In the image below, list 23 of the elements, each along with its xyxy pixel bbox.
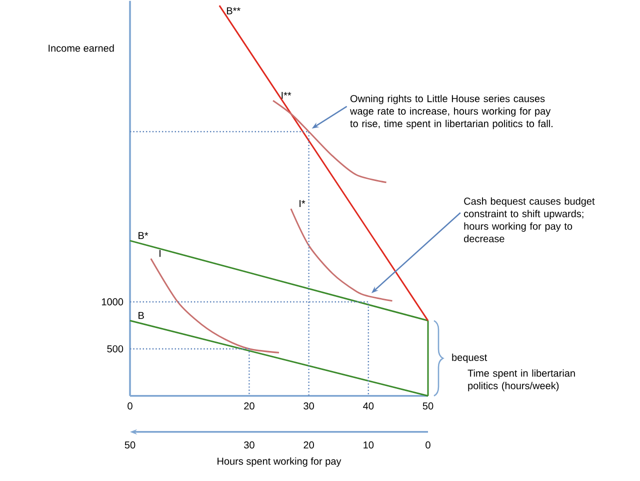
y-axis-title: Income earned <box>48 44 114 52</box>
x2-tick-label: 0 <box>426 441 430 449</box>
annotation: Owning rights to Little House series causes wage rate to increase, hours working for pay to rise, time spent in libertarian politics to fall. <box>350 94 552 130</box>
x-tick-label: 30 <box>304 402 314 410</box>
x-tick-label: 50 <box>422 402 434 410</box>
y-tick-label: 1000 <box>102 298 124 306</box>
x2-axis-title: Hours spent working for pay <box>218 457 342 467</box>
annotation: bequest <box>452 354 488 363</box>
x-axis-title: Time spent in libertarian politics (hours/week) <box>468 369 575 392</box>
x2-tick-label: 20 <box>304 441 314 449</box>
series-label: B** <box>226 7 240 14</box>
x2-tick-label: 30 <box>244 441 254 449</box>
y-tick-label: 500 <box>107 345 124 352</box>
x-tick-label: 0 <box>128 402 132 410</box>
annotation: Cash bequest causes budget constraint to shift upwards; hours working for pay to decrease <box>464 197 595 242</box>
series-label: B* <box>138 232 148 240</box>
x2-tick-label: 50 <box>124 441 136 449</box>
series-label: B <box>138 312 144 319</box>
x-tick-label: 40 <box>363 402 374 410</box>
x2-tick-label: 10 <box>364 441 374 449</box>
series-label: I** <box>282 92 292 99</box>
series-label: I* <box>300 200 306 208</box>
x-tick-label: 20 <box>244 402 254 410</box>
